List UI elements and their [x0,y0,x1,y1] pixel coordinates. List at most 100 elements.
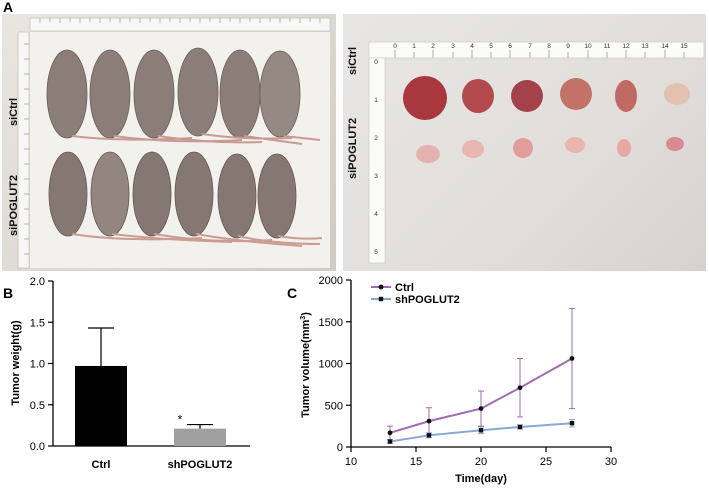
data-point [569,421,575,426]
legend-label: Ctrl [395,282,414,294]
tumor [511,80,543,112]
bars: Ctrl * shPOGLUT2 [75,327,233,471]
tumor [513,138,533,158]
ruler-number: 5 [374,249,378,256]
tumor-volume-line-chart: 0 500 1000 1500 2000 10 15 20 25 30 CtrlshPOGLUT… [300,275,617,485]
mouse [132,151,172,237]
y-axis-title: Tumor weight(g) [10,320,22,406]
tumor-weight-bar-chart: 0.0 0.5 1.0 1.5 2.0 Ctrl * shPOGLUT2 Tumor wei… [10,276,250,471]
ruler-number: 1 [374,97,378,104]
y-tick-label: 1.5 [30,317,45,329]
y-axis-title: Tumor volume(mm3) [300,312,312,418]
legend-marker [378,284,384,290]
data-point [387,439,393,444]
row-label-ctrl: siCtrl [347,46,359,75]
mice-row-1 [46,47,301,139]
mouse [133,49,175,139]
ruler-number: 5 [489,43,493,50]
y-tick-label: 0 [337,442,343,454]
mouse [177,47,219,137]
significance-marker: * [178,413,183,427]
tumors-row-1 [403,76,690,120]
bar [174,428,226,446]
data-point [517,385,523,391]
ruler-number: 6 [508,43,512,50]
row-label-poglut2: siPOGLUT2 [347,117,359,179]
ruler-number: 15 [680,43,688,50]
ruler-number: 11 [604,43,611,50]
panel-label-c: C [287,285,298,301]
mouse [174,151,214,237]
top-ruler-ticks [39,18,321,23]
legend-label: shPOGLUT2 [395,294,460,306]
x-ticks: 10 15 20 25 30 [345,447,617,468]
mouse [46,49,88,139]
tumor [403,76,447,120]
ruler-number: 1 [412,43,416,50]
ruler-number: 13 [641,43,649,50]
ruler-number: 3 [374,173,378,180]
mice-row-1-tails [71,133,321,145]
tumor [615,80,637,112]
y-tick-label: 1.0 [30,359,45,371]
y-tick-label: 1500 [319,317,343,329]
data-point [426,433,432,438]
y-tick-label: 0.5 [30,400,45,412]
mice-photo-drawing [17,17,331,269]
ruler-number: 4 [470,43,474,50]
mouse [90,151,130,237]
ruler-number: 9 [566,43,570,50]
y-tick-label: 0.0 [30,441,45,453]
mouse [217,153,257,239]
top-ruler-ticks [394,50,685,58]
x-tick-label: Ctrl [92,459,111,471]
mouse [257,153,297,239]
mice-photo: siCtrl siPOGLUT2 [2,14,336,271]
left-ruler [368,57,386,264]
series-shpoglut2 [387,418,575,444]
y-tick-label: 1000 [319,359,343,371]
ruler-number: 10 [584,43,592,50]
ruler-number: 8 [547,43,551,50]
left-ruler [17,31,30,269]
x-tick-label: 25 [540,456,552,468]
mouse [48,151,88,237]
top-ruler [368,41,705,59]
x-tick-label: 15 [410,456,422,468]
x-tick-label: 10 [345,456,357,468]
tumor [664,83,690,105]
x-axis-title: Time(day) [455,473,507,485]
ruler-number: 14 [661,43,669,50]
tumor [462,140,484,158]
legend-marker [378,296,384,302]
data-point [426,418,432,424]
y-tick-label: 500 [325,400,343,412]
y-tick-label: 2.0 [30,276,45,288]
left-ruler-ticks [24,43,29,255]
tumors-photo: 0 1 2 3 4 5 6 7 8 9 10 11 12 13 14 15 0 … [343,14,706,271]
panel-label-a: A [3,0,14,15]
x-tick-label: shPOGLUT2 [168,459,233,471]
bar [75,365,127,446]
tumors-row-2 [416,137,684,163]
ruler-number: 4 [374,211,378,218]
mice-row-2 [48,151,297,239]
series-ctrl [387,307,575,440]
mouse [89,49,131,139]
row-label-ctrl: siCtrl [8,97,20,126]
left-ruler-numbers: 0 1 2 3 4 5 [374,59,378,256]
mouse [259,50,301,138]
series [387,307,575,444]
ruler-number: 0 [374,59,378,66]
y-ticks: 0.0 0.5 1.0 1.5 2.0 [30,276,53,453]
mouse [219,49,261,139]
data-point [569,356,575,361]
tumor [416,145,440,163]
x-tick-label: 20 [475,456,487,468]
tumor [560,78,592,110]
ruler-number: 2 [374,135,378,142]
ruler-number: 7 [528,43,532,50]
data-point [478,428,484,433]
tumor [462,79,494,113]
